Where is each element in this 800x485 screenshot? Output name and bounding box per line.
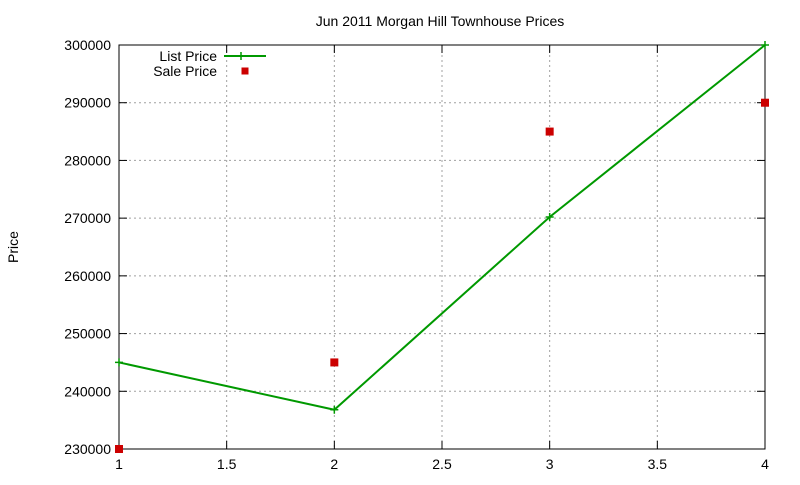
y-tick-label: 250000: [64, 326, 111, 342]
y-tick-label: 260000: [64, 268, 111, 284]
legend-marker-sale-price: [241, 67, 249, 75]
tick-layer: 230000 240000 250000 260000 270000 280000 2900…: [64, 37, 769, 472]
x-tick-label: 2: [330, 456, 338, 472]
series-layer: [115, 41, 769, 453]
sale-price-point: [545, 127, 554, 136]
list-price-point: [545, 212, 554, 221]
y-tick-label: 280000: [64, 152, 111, 168]
legend-marker-list-price: [237, 52, 245, 60]
x-tick-label: 2.5: [432, 456, 452, 472]
x-tick-label: 1: [115, 456, 123, 472]
list-price-line: [118, 44, 766, 411]
y-tick-label: 290000: [64, 95, 111, 111]
sale-price-point: [115, 445, 123, 453]
chart-title: Jun 2011 Morgan Hill Townhouse Prices: [316, 13, 565, 29]
x-tick-label: 3.5: [648, 456, 668, 472]
legend-label-sale-price: Sale Price: [153, 63, 217, 79]
sale-price-point: [330, 358, 339, 367]
list-price-point: [115, 358, 123, 367]
legend-label-list-price: List Price: [159, 48, 217, 64]
x-tick-label: 3: [546, 456, 554, 472]
list-price-point: [761, 41, 769, 49]
legend: List Price Sale Price: [153, 48, 266, 79]
y-tick-label: 230000: [64, 441, 111, 457]
list-price-point: [330, 405, 339, 414]
y-axis-label: Price: [5, 231, 21, 263]
x-tick-label: 4: [761, 456, 769, 472]
y-tick-label: 270000: [64, 210, 111, 226]
y-tick-label: 300000: [64, 37, 111, 53]
y-tick-label: 240000: [64, 383, 111, 399]
grid-layer: [119, 45, 765, 449]
x-tick-label: 1.5: [217, 456, 237, 472]
sale-price-point: [761, 98, 769, 107]
